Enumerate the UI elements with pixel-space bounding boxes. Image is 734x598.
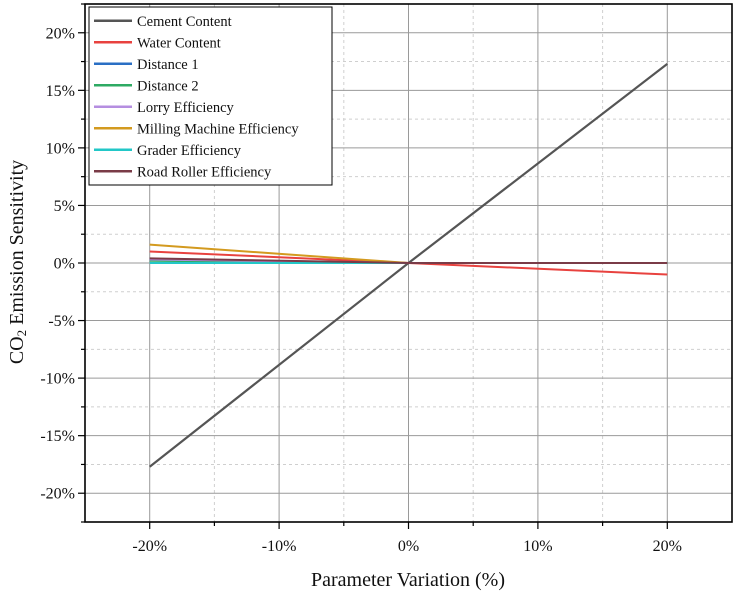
y-axis-title-prefix: CO [6,336,28,364]
legend-label: Lorry Efficiency [137,100,235,116]
y-tick-label: 15% [46,83,75,100]
y-axis-title-subscript: 2 [14,330,29,337]
legend-label: Distance 1 [137,57,199,73]
legend-label: Water Content [137,35,221,51]
x-tick-label: 10% [523,538,552,555]
y-axis-title: CO2 Emission Sensitivity [6,160,29,364]
y-tick-label: -5% [48,313,75,330]
y-axis-title-suffix: Emission Sensitivity [6,160,28,330]
y-tick-label: -10% [40,371,75,388]
x-tick-label: 20% [653,538,682,555]
axis-layer [78,3,733,529]
x-tick-label: -20% [132,538,167,555]
series-line-road-roller-efficiency [149,257,668,264]
legend-label: Milling Machine Efficiency [137,121,299,137]
y-tick-label: -15% [40,428,75,445]
y-tick-label: 5% [54,198,75,215]
legend-label: Road Roller Efficiency [137,164,272,180]
x-tick-label: -10% [262,538,297,555]
legend-label: Distance 2 [137,78,199,94]
y-tick-label: 10% [46,140,75,157]
series-layer [149,63,668,468]
legend: Cement Content Water Content Distance 1 Dis… [88,6,333,186]
legend-label: Grader Efficiency [137,143,242,159]
x-axis-title: Parameter Variation (%) [311,569,505,591]
y-tick-label: 0% [54,256,75,273]
legend-label: Cement Content [137,14,232,30]
legend-box [88,6,333,186]
x-tick-label: 0% [398,538,419,555]
y-tick-label: -20% [40,486,75,503]
y-tick-label: 20% [46,25,75,42]
tick-label-layer: -20% -10% 0% 10% 20% -20% -15% -10% -5% 0% 5% 10% 15… [40,25,682,555]
